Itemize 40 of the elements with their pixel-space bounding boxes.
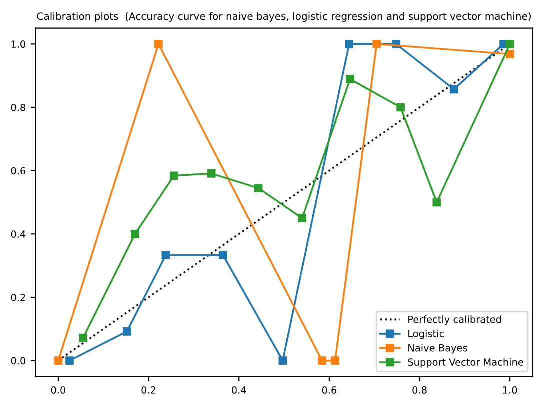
x-tick-label: 0.0 — [51, 386, 66, 394]
point — [372, 40, 382, 48]
x-tick-label: 1.0 — [503, 386, 518, 394]
point — [432, 198, 442, 207]
y-tick-label: 0.2 — [11, 294, 26, 302]
y-tick-label: 0.6 — [11, 167, 26, 175]
point — [122, 328, 132, 336]
y-tick-label: 0.8 — [11, 104, 26, 112]
point — [162, 251, 170, 260]
point — [506, 40, 514, 48]
point — [506, 50, 514, 58]
point — [331, 356, 340, 365]
x-tick-label: 0.4 — [232, 386, 246, 394]
point — [207, 170, 216, 178]
legend-label: Perfectly calibrated — [408, 316, 502, 326]
legend-label: Logistic — [408, 330, 444, 340]
point — [79, 334, 88, 342]
point — [345, 40, 354, 48]
point — [450, 85, 458, 94]
legend-label: Support Vector Machine — [408, 358, 524, 368]
x-tick-label: 0.8 — [412, 386, 427, 394]
y-tick-label: 0.0 — [11, 357, 26, 365]
point — [346, 75, 354, 84]
x-tick-label: 0.6 — [322, 386, 337, 394]
point — [219, 251, 228, 260]
chart-title: Calibration plots (Accuracy curve for naive bayes, logistic regression and support vector machine) — [37, 12, 531, 22]
point — [254, 184, 263, 192]
point — [278, 356, 288, 365]
point — [298, 214, 307, 222]
point — [170, 172, 178, 180]
y-tick-label: 0.4 — [11, 230, 26, 238]
point — [396, 103, 405, 112]
y-tick-label: 1.0 — [12, 40, 26, 48]
x-tick-label: 0.2 — [142, 386, 156, 394]
point — [131, 230, 140, 238]
point — [318, 356, 326, 365]
point — [54, 356, 63, 365]
point — [154, 40, 163, 48]
point — [66, 356, 74, 365]
legend-label: Naive Bayes — [408, 344, 468, 354]
